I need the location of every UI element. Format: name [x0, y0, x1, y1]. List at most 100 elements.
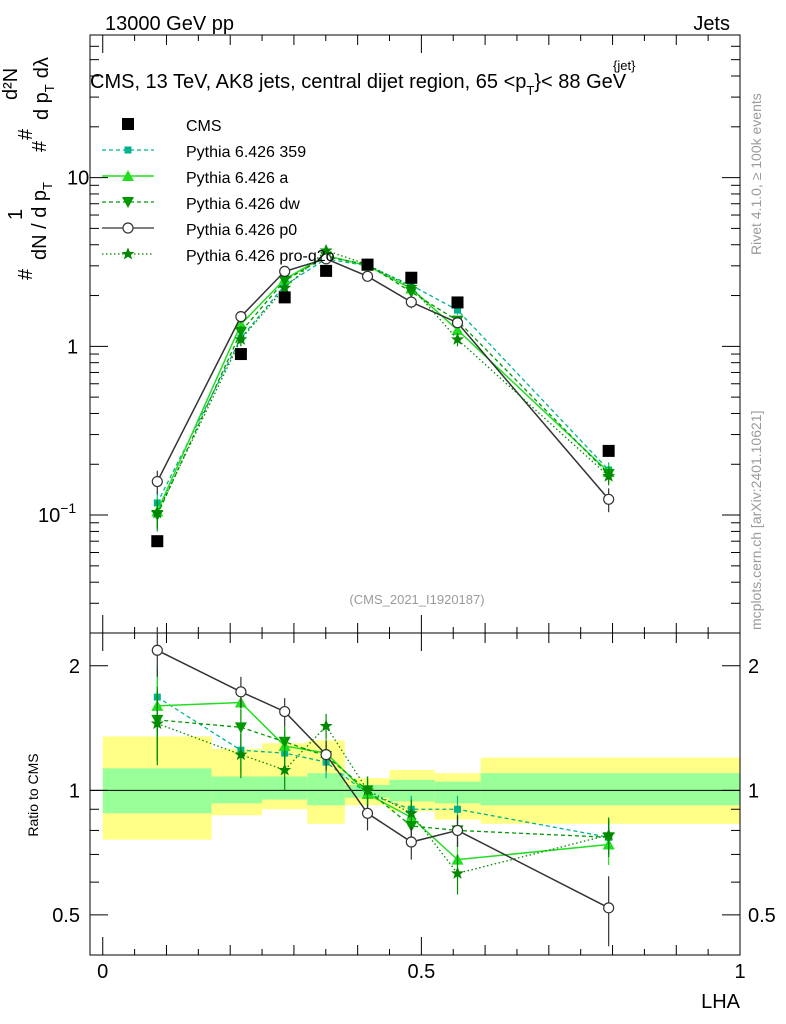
main-line-pp0 [156, 258, 610, 500]
data-series [150, 243, 616, 947]
legend-entry-pp0: Pythia 6.426 p0 [102, 222, 297, 239]
main-series-pproq2o [150, 243, 616, 529]
main-point-pproq2o-1 [234, 332, 248, 345]
main-ytick-label-2: 10 [67, 168, 89, 190]
ratio-ytick-label-right-2: 2 [748, 656, 759, 678]
ylabel-den-hash: # [29, 140, 51, 152]
main-ytick-base-2: 10 [67, 168, 89, 190]
ylabel-mid-sub: T [42, 84, 57, 92]
ratio-point-pproq2o-7 [602, 828, 616, 841]
main-point-pp0-7 [603, 493, 615, 505]
ylabel-den-text: dN / d p [29, 190, 51, 260]
plot-subtitle-pt: p [515, 71, 526, 93]
main-line-pa [156, 254, 610, 512]
main-point-pproq2o-7 [602, 469, 616, 482]
ratio-point-pp0-6 [451, 824, 464, 837]
main-ytick-base-1: 1 [67, 336, 78, 358]
legend-entry-pa: Pythia 6.426 a [102, 170, 288, 187]
band-inner-6 [434, 781, 481, 804]
main-y-axis-label: # 1 dN / d pT # d²N # d pTdλ [0, 57, 57, 280]
ratio-point-pp0-5 [405, 836, 417, 848]
main-point-pp0-2 [279, 265, 291, 278]
ratio-line-pproq2o [157, 722, 609, 875]
main-ytick-base-0: 10 [38, 505, 60, 527]
main-point-pp0-4 [361, 270, 374, 282]
ratio-point-pp0-3 [320, 748, 332, 761]
legend: CMS Pythia 6.426 359 Pythia 6.426 a Pyth… [102, 118, 335, 265]
main-point-pp0-0 [151, 475, 163, 488]
main-point-pproq2o-0 [150, 506, 164, 519]
main-series-p359 [153, 254, 613, 517]
ratio-uncertainty-bands [102, 736, 740, 840]
ratio-ytick-label-1: 1 [69, 780, 80, 802]
main-point-pp0-5 [405, 296, 417, 308]
legend-marker-pdw [122, 197, 134, 208]
ylabel-num: d²N [0, 68, 22, 100]
ylabel-mid-hash: # [15, 128, 37, 140]
ylabel-den: dN / d pT [29, 182, 55, 260]
ratio-point-pp0-2 [279, 705, 291, 718]
ylabel-hash: # [15, 268, 37, 280]
ratio-point-pproq2o-0 [150, 717, 164, 730]
main-point-pproq2o-2 [278, 281, 292, 294]
ratio-frame [89, 632, 741, 956]
ratio-point-pproq2o-5 [404, 806, 418, 819]
legend-marker-pp0 [122, 222, 134, 234]
ratio-point-pproq2o-2 [278, 763, 292, 776]
mcplots-label: mcplots.cern.ch [arXiv:2401.10621] [748, 411, 764, 630]
main-point-pp0-6 [451, 317, 464, 329]
legend-entry-pproq2o: Pythia 6.426 pro-q2o [102, 247, 335, 265]
main-series-cms [151, 258, 615, 548]
ratio-point-pp0-1 [235, 686, 247, 698]
main-series-pp0 [151, 253, 615, 513]
band-inner-0 [102, 768, 212, 814]
ratio-point-p359-6 [454, 805, 462, 813]
ratio-point-pproq2o-3 [319, 719, 333, 732]
ratio-y-axis-label: Ratio to CMS [25, 753, 41, 836]
ratio-point-pp0-4 [361, 807, 374, 819]
main-point-pdw-1 [234, 326, 247, 338]
ratio-point-pproq2o-1 [234, 748, 248, 761]
analysis-id: (CMS_2021_I1920187) [349, 592, 484, 607]
legend-marker-pproq2o [121, 247, 135, 260]
xtick-label-0: 0 [97, 961, 108, 983]
rivet-label: Rivet 4.1.0, ≥ 100k events [748, 93, 764, 255]
legend-label-pdw: Pythia 6.426 dw [186, 196, 300, 213]
ratio-line-pdw [157, 719, 609, 838]
ratio-ytick-label-2: 2 [69, 656, 80, 678]
plot-subtitle-text: CMS, 13 TeV, AK8 jets, central dijet reg… [90, 71, 515, 93]
xtick-label-2: 1 [734, 961, 745, 983]
main-point-pa-1 [234, 318, 247, 330]
band-inner-7 [480, 773, 740, 806]
main-point-pproq2o-3 [319, 243, 333, 256]
legend-label-cms: CMS [186, 118, 222, 135]
main-series-pdw [151, 251, 615, 532]
main-line-pproq2o [156, 249, 610, 514]
ratio-point-pdw-2 [278, 736, 291, 748]
process-label: Jets [693, 13, 730, 35]
main-point-cms-0 [151, 535, 164, 548]
plot-subtitle-end: }< 88 GeV [534, 71, 626, 93]
main-series-pa [151, 249, 615, 527]
plot-subtitle: CMS, 13 TeV, AK8 jets, central dijet reg… [90, 71, 627, 98]
main-point-pproq2o-6 [451, 332, 465, 345]
legend-marker-pa [122, 170, 134, 181]
ratio-line-p359 [156, 696, 609, 838]
main-point-pproq2o-5 [404, 280, 418, 293]
main-point-cms-1 [234, 348, 247, 361]
main-point-pa-6 [451, 323, 464, 335]
legend-marker-p359 [124, 146, 132, 154]
main-point-cms-7 [602, 444, 615, 457]
main-ytick-label-1: 1 [67, 336, 78, 358]
ylabel-mid-text: d p [31, 92, 53, 120]
ratio-series-pproq2o [150, 689, 616, 895]
main-ytick-exp-0: −1 [60, 500, 76, 516]
main-point-cms-4 [361, 258, 374, 271]
xtick-label-1: 0.5 [407, 961, 435, 983]
ylabel-mid-end: dλ [31, 57, 53, 78]
ratio-ytick-label-0: 0.5 [52, 905, 80, 927]
ratio-line-pp0 [156, 649, 610, 909]
ratio-point-pproq2o-4 [361, 783, 375, 796]
legend-label-pp0: Pythia 6.426 p0 [186, 222, 297, 239]
